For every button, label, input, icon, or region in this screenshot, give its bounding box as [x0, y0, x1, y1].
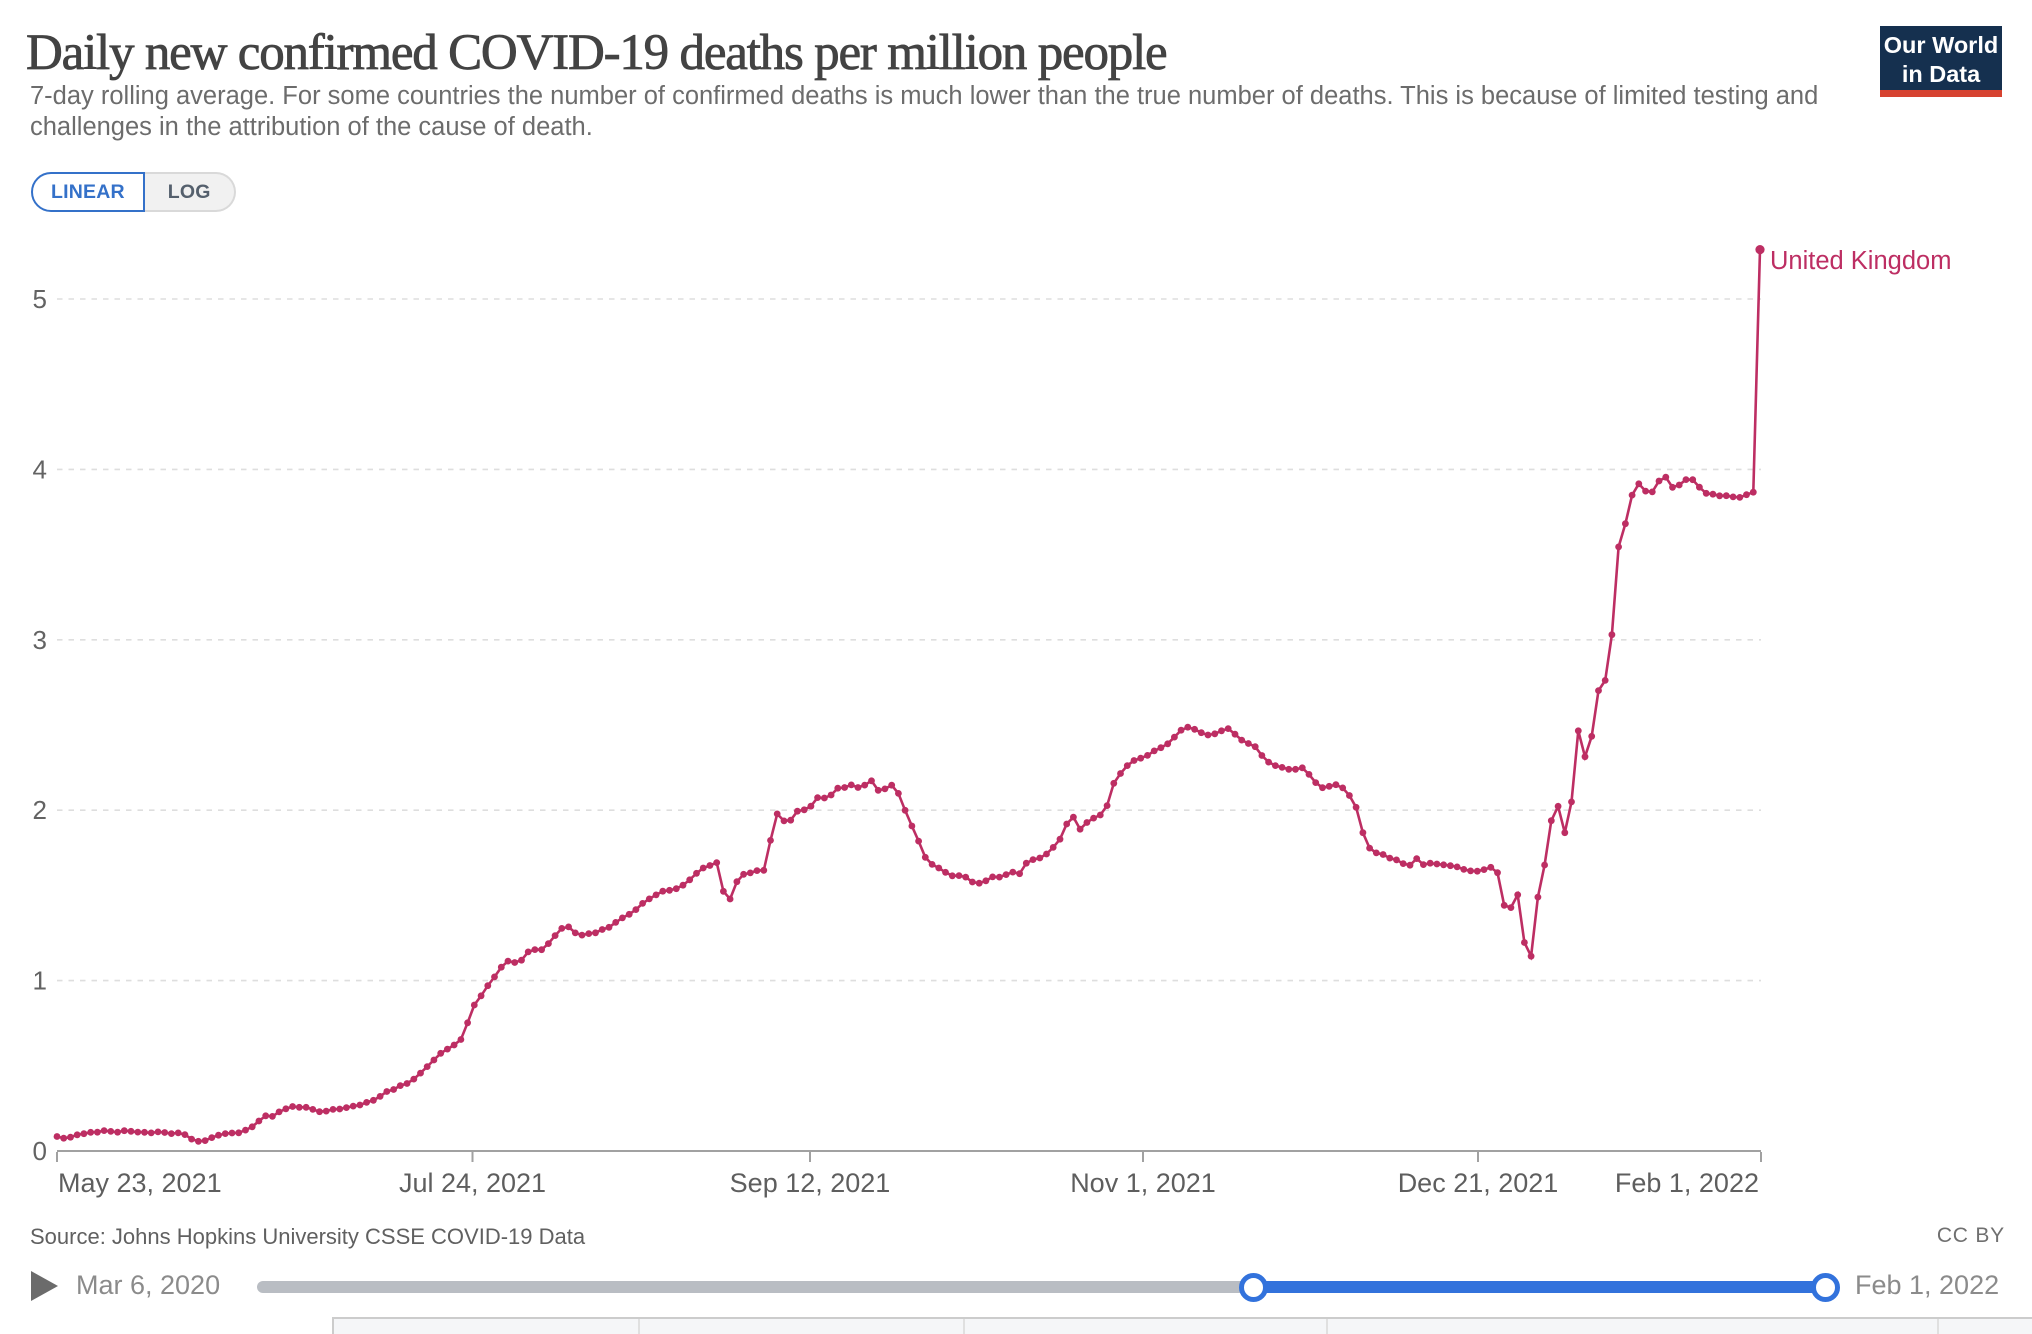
svg-text:1: 1	[33, 966, 47, 996]
svg-text:Sep 12, 2021: Sep 12, 2021	[730, 1168, 891, 1198]
svg-text:4: 4	[33, 454, 47, 484]
svg-text:2: 2	[33, 795, 47, 825]
svg-text:Feb 1, 2022: Feb 1, 2022	[1615, 1168, 1759, 1198]
svg-text:3: 3	[33, 625, 47, 655]
svg-text:United Kingdom: United Kingdom	[1770, 247, 1951, 275]
svg-text:Jul 24, 2021: Jul 24, 2021	[399, 1168, 546, 1198]
svg-text:Dec 21, 2021: Dec 21, 2021	[1398, 1168, 1559, 1198]
svg-text:5: 5	[33, 284, 47, 314]
svg-text:May 23, 2021: May 23, 2021	[58, 1168, 222, 1198]
svg-text:Nov 1, 2021: Nov 1, 2021	[1070, 1168, 1216, 1198]
svg-text:0: 0	[33, 1136, 47, 1166]
